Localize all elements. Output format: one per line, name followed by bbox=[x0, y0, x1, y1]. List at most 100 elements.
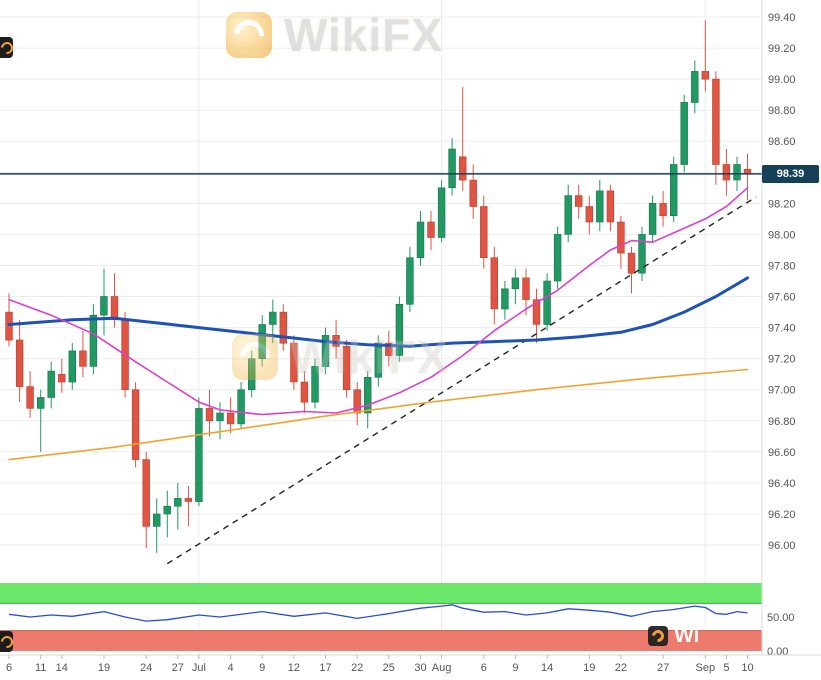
price-axis-label: 97.40 bbox=[768, 323, 796, 335]
candle-body bbox=[226, 412, 235, 425]
candle-body bbox=[36, 397, 45, 409]
price-axis-label: 96.60 bbox=[768, 447, 796, 459]
time-axis-label: 19 bbox=[583, 662, 595, 674]
candle-body bbox=[5, 311, 13, 341]
time-axis-label: 30 bbox=[414, 662, 426, 674]
time-axis-label: 9 bbox=[259, 662, 265, 674]
candles bbox=[5, 20, 752, 553]
time-axis[interactable]: 6 11 14 19 24 27 Jul 4 9 12 17 22 25 30 Aug 6 9 14 19 22 27 S… bbox=[6, 655, 754, 674]
candle-body bbox=[437, 187, 446, 238]
candle-body bbox=[480, 206, 488, 259]
candle-body bbox=[712, 78, 720, 165]
candle-body bbox=[648, 203, 657, 235]
price-axis-label: 98.20 bbox=[768, 198, 796, 210]
price-axis-label: 97.80 bbox=[768, 261, 796, 273]
time-axis-label: 6 bbox=[6, 662, 12, 674]
candle-body bbox=[68, 350, 77, 383]
rsi-axis-label: 0.00 bbox=[767, 646, 788, 658]
time-axis-label: 9 bbox=[512, 662, 518, 674]
time-axis-label: 5 bbox=[723, 662, 729, 674]
candle-body bbox=[733, 164, 741, 181]
candle-body bbox=[353, 389, 361, 414]
candle-body bbox=[669, 164, 678, 217]
price-axis-label: 99.40 bbox=[768, 12, 796, 24]
price-axis-label: 97.00 bbox=[768, 385, 796, 397]
candle-body bbox=[701, 71, 710, 80]
price-axis-label: 97.60 bbox=[768, 292, 796, 304]
candle-body bbox=[585, 206, 594, 223]
price-axis-label: 97.20 bbox=[768, 354, 796, 366]
candle-body bbox=[374, 342, 382, 378]
time-axis-label: 4 bbox=[228, 662, 234, 674]
candle-body bbox=[258, 324, 266, 360]
candle-body bbox=[617, 221, 625, 254]
candle-body bbox=[406, 257, 414, 305]
time-axis-label: 22 bbox=[615, 662, 627, 674]
time-axis-label: 25 bbox=[383, 662, 395, 674]
candle-body bbox=[110, 296, 119, 321]
candle-body bbox=[100, 296, 108, 316]
candle-body bbox=[47, 370, 55, 398]
time-axis-label: 27 bbox=[657, 662, 669, 674]
candle-body bbox=[89, 314, 98, 367]
candle-body bbox=[58, 373, 66, 383]
candle-body bbox=[216, 412, 224, 422]
time-axis-label: Aug bbox=[432, 662, 452, 674]
candle-body bbox=[237, 389, 245, 425]
rsi-axis-label: 50.00 bbox=[767, 612, 795, 624]
time-axis-label: 10 bbox=[741, 662, 753, 674]
price-axis-label: 96.80 bbox=[768, 416, 796, 428]
candle-body bbox=[553, 234, 562, 282]
candle-body bbox=[564, 195, 572, 235]
candle-body bbox=[416, 221, 425, 259]
time-axis-label: 17 bbox=[319, 662, 331, 674]
ma-fast-magenta bbox=[8, 187, 749, 416]
candle-body bbox=[532, 299, 541, 325]
candle-body bbox=[342, 345, 351, 391]
candle-body bbox=[458, 156, 467, 181]
time-axis-label: Jul bbox=[192, 662, 206, 674]
candle-body bbox=[574, 195, 583, 207]
candle-body bbox=[195, 408, 203, 502]
ma-long-orange bbox=[8, 368, 749, 461]
candle-body bbox=[596, 190, 604, 223]
time-axis-label: 14 bbox=[56, 662, 68, 674]
ma-slow-blue bbox=[7, 276, 749, 348]
time-axis-label: 27 bbox=[172, 662, 184, 674]
wikifx-edge-logo-bottom bbox=[0, 631, 13, 652]
candle-body bbox=[606, 190, 615, 223]
rsi-line bbox=[8, 604, 748, 622]
candle-body bbox=[522, 277, 530, 300]
candle-body bbox=[15, 339, 24, 387]
candle-body bbox=[659, 203, 667, 217]
candle-body bbox=[290, 342, 298, 383]
price-axis-label: 99.00 bbox=[768, 74, 796, 86]
candle-body bbox=[511, 277, 520, 290]
candle-body bbox=[448, 148, 456, 189]
candle-body bbox=[321, 335, 330, 367]
candle-body bbox=[395, 303, 404, 356]
wikifx-edge-logo-top bbox=[0, 37, 13, 58]
candle-body bbox=[385, 342, 393, 356]
candle-body bbox=[501, 288, 509, 310]
candle-body bbox=[184, 498, 193, 502]
last-price-badge: 98.39 bbox=[762, 165, 819, 183]
candle-body bbox=[248, 358, 256, 391]
candle-body bbox=[205, 408, 214, 422]
candle-body bbox=[269, 311, 277, 325]
candle-body bbox=[153, 513, 161, 527]
price-axis-label: 98.80 bbox=[768, 105, 796, 117]
time-axis-label: 12 bbox=[288, 662, 300, 674]
time-axis-label: 14 bbox=[541, 662, 553, 674]
time-axis-label: 19 bbox=[98, 662, 110, 674]
trendline[interactable] bbox=[166, 196, 757, 565]
price-axis-label: 96.40 bbox=[768, 478, 796, 490]
time-axis-label: 24 bbox=[140, 662, 152, 674]
price-axis-label: 96.20 bbox=[768, 509, 796, 521]
time-axis-label: Sep bbox=[696, 662, 716, 674]
rsi-pane: 50.00 0.00 bbox=[0, 583, 795, 658]
candle-body bbox=[490, 257, 498, 310]
price-axis-label: 96.00 bbox=[768, 540, 796, 552]
